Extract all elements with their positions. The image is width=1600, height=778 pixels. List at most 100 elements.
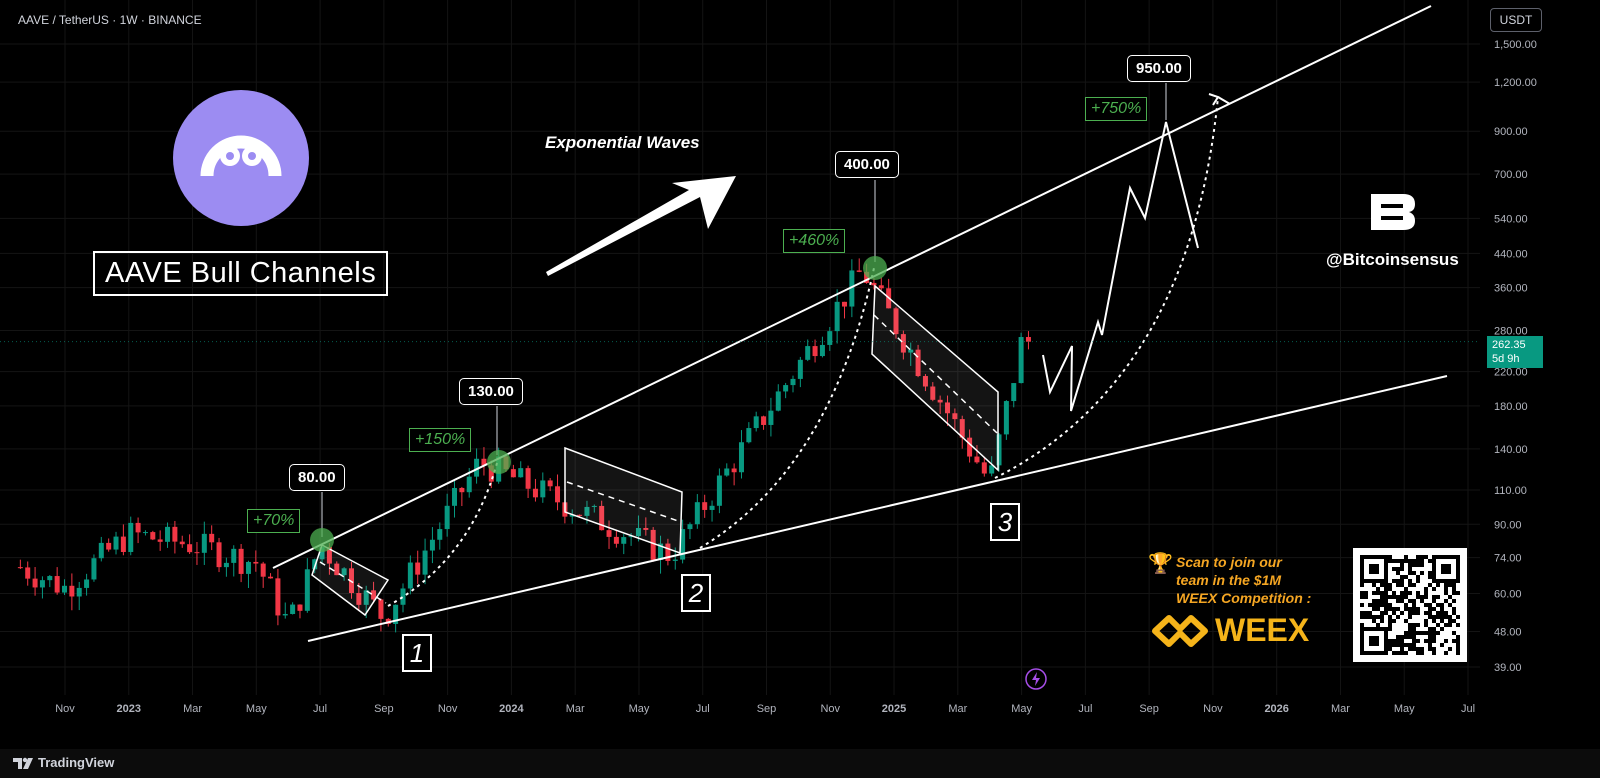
qr-module <box>1436 615 1440 619</box>
flag-midline-1 <box>319 561 387 604</box>
peak-marker-2 <box>487 450 511 474</box>
candle-body <box>945 402 951 414</box>
candle-body <box>805 346 811 360</box>
qr-module <box>1412 583 1416 587</box>
qr-module <box>1384 603 1388 607</box>
candle-body <box>194 552 200 554</box>
qr-module <box>1388 639 1392 643</box>
candle-body <box>106 542 112 550</box>
x-tick-label: Mar <box>183 703 202 715</box>
currency-button[interactable]: USDT <box>1490 8 1542 32</box>
qr-module <box>1372 603 1376 607</box>
qr-module <box>1380 595 1384 599</box>
qr-module <box>1416 623 1420 627</box>
qr-module <box>1440 607 1444 611</box>
candle-body <box>569 514 575 517</box>
qr-module <box>1428 627 1432 631</box>
wave-number-1: 1 <box>402 634 432 672</box>
candle-body <box>474 458 480 477</box>
qr-module <box>1364 595 1368 599</box>
x-tick-label: May <box>1394 703 1415 715</box>
price-chart[interactable]: 1,500.00 1,200.00 900.00 700.00 540.00 440.00… <box>0 0 1600 749</box>
candle-body <box>819 344 825 357</box>
y-tick-label: 360.00 <box>1494 283 1528 295</box>
qr-module <box>1444 639 1448 643</box>
qr-module <box>1416 607 1420 611</box>
candle-body <box>922 376 928 387</box>
qr-module <box>1412 623 1416 627</box>
candle-body <box>25 567 31 579</box>
peak-marker-1 <box>310 528 334 552</box>
candle-body <box>540 480 546 498</box>
qr-module <box>1448 623 1452 627</box>
candle-body <box>790 378 796 386</box>
qr-finder <box>1432 555 1460 583</box>
qr-module <box>1452 607 1456 611</box>
qr-module <box>1424 591 1428 595</box>
qr-module <box>1388 627 1392 631</box>
candle-body <box>84 579 90 588</box>
qr-module <box>1368 611 1372 615</box>
candle-body <box>231 548 237 563</box>
qr-module <box>1424 631 1428 635</box>
candle-body <box>238 548 244 574</box>
qr-module <box>1392 611 1396 615</box>
candle-body <box>319 546 325 560</box>
qr-module <box>1428 611 1432 615</box>
qr-module <box>1452 583 1456 587</box>
qr-module <box>1420 651 1424 655</box>
peak-marker-3 <box>863 256 887 280</box>
qr-module <box>1444 615 1448 619</box>
x-tick-label: Mar <box>1331 703 1350 715</box>
candle-body <box>687 524 693 530</box>
qr-module <box>1388 555 1392 559</box>
qr-code[interactable] <box>1353 548 1467 662</box>
candle-body <box>591 505 597 507</box>
qr-module <box>1380 611 1384 615</box>
lightning-icon[interactable] <box>1025 668 1047 690</box>
candle-body <box>812 346 818 357</box>
exponential-waves-label: Exponential Waves <box>545 133 700 152</box>
qr-module <box>1416 651 1420 655</box>
qr-module <box>1452 611 1456 615</box>
qr-module <box>1376 599 1380 603</box>
symbol-header[interactable]: AAVE / TetherUS · 1W · BINANCE <box>18 13 202 27</box>
candle-body <box>275 578 281 616</box>
candle-body <box>201 533 207 553</box>
qr-module <box>1428 603 1432 607</box>
qr-finder <box>1360 555 1388 583</box>
qr-module <box>1416 559 1420 563</box>
gain-label-1: +70% <box>247 509 301 533</box>
qr-module <box>1420 563 1424 567</box>
qr-module <box>1400 583 1404 587</box>
qr-module <box>1436 603 1440 607</box>
candle-body <box>878 285 884 289</box>
qr-module <box>1400 595 1404 599</box>
candle-body <box>599 505 605 531</box>
candle-body <box>658 543 664 560</box>
candle-body <box>952 413 958 420</box>
candle-body <box>518 468 524 478</box>
y-tick-label: 700.00 <box>1494 169 1528 181</box>
candle-body <box>187 544 193 553</box>
candle-body <box>694 502 700 525</box>
x-tick-label: 2024 <box>499 703 524 715</box>
tradingview-logo[interactable]: TradingView <box>12 755 114 770</box>
qr-module <box>1388 603 1392 607</box>
lower-trend-line <box>307 375 1448 642</box>
candle-body <box>76 587 82 597</box>
candle-body <box>488 465 494 482</box>
qr-module <box>1368 603 1372 607</box>
qr-module <box>1416 579 1420 583</box>
x-tick-label: Sep <box>1139 703 1159 715</box>
y-tick-label: 110.00 <box>1494 485 1527 497</box>
qr-module <box>1360 623 1364 627</box>
qr-finder-center <box>1369 636 1379 646</box>
candle-body <box>775 391 781 411</box>
qr-module <box>1400 559 1404 563</box>
qr-module <box>1408 563 1412 567</box>
gain-label-3: +460% <box>783 229 846 253</box>
qr-module <box>1436 583 1440 587</box>
chart-title: AAVE Bull Channels <box>93 251 389 296</box>
gain-label-4: +750% <box>1085 97 1148 121</box>
